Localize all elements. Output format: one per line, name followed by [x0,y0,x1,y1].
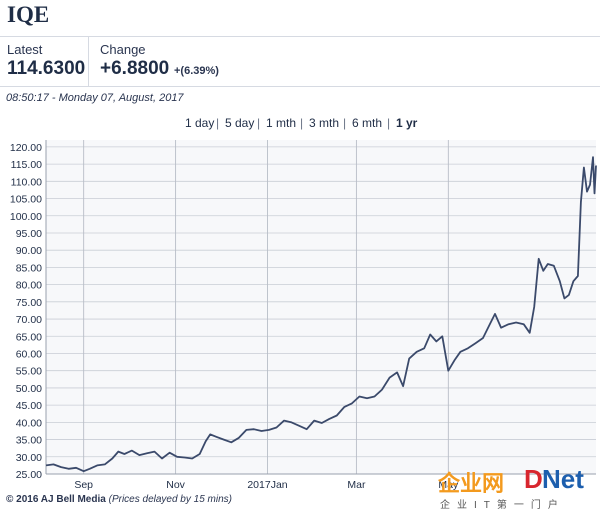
y-tick-label: 25.00 [16,469,42,481]
range-3-mth[interactable]: 3 mth [309,116,339,130]
price-chart: 120.00 115.00 110.00 105.00 100.00 95.00 90.00… [0,134,600,492]
y-tick-label: 110.00 [11,176,42,188]
site-watermark-logo: 企业网 D Net 企业IT第一门户 [438,466,600,510]
y-tick-label: 75.00 [16,297,42,309]
y-tick-label: 70.00 [16,314,42,326]
footer-note: © 2016 AJ Bell Media (Prices delayed by … [6,494,232,505]
timestamp: 08:50:17 - Monday 07, August, 2017 [6,92,184,104]
range-1-day[interactable]: 1 day [185,116,214,130]
y-tick-label: 105.00 [10,194,42,206]
y-tick-label: 60.00 [16,348,42,360]
latest-label: Latest [7,42,42,57]
range-separator: | [343,116,346,130]
range-separator: | [300,116,303,130]
copyright-text: © 2016 AJ Bell Media [6,494,106,505]
x-tick-label: Mar [347,479,366,491]
y-tick-label: 85.00 [16,262,42,274]
y-tick-label: 50.00 [16,383,42,395]
range-separator: | [216,116,219,130]
watermark-net-text: Net [542,464,584,495]
quote-divider-bottom [0,86,600,87]
range-1-yr[interactable]: 1 yr [396,116,417,130]
range-separator: | [387,116,390,130]
change-label: Change [100,42,146,57]
y-tick-label: 35.00 [16,435,42,447]
ticker-symbol: IQE [7,2,49,28]
y-tick-label: 30.00 [16,452,42,464]
x-tick-label: 2017Jan [247,479,287,491]
y-tick-label: 65.00 [16,331,42,343]
y-tick-label: 45.00 [16,400,42,412]
range-separator: | [257,116,260,130]
y-tick-label: 80.00 [16,280,42,292]
change-value: +6.8800 [100,58,169,80]
watermark-d-text: D [524,464,543,495]
y-tick-label: 100.00 [10,211,42,223]
plot-area [46,140,596,474]
y-tick-label: 95.00 [16,228,42,240]
y-tick-label: 115.00 [11,159,42,171]
watermark-subtitle: 企业IT第一门户 [440,496,565,511]
range-1-mth[interactable]: 1 mth [266,116,296,130]
change-percent: +(6.39%) [174,65,219,77]
y-tick-label: 120.00 [10,142,42,154]
range-5-day[interactable]: 5 day [225,116,254,130]
x-tick-label: Sep [74,479,93,491]
header-divider [0,36,600,37]
quote-divider [88,36,89,86]
y-tick-label: 40.00 [16,417,42,429]
x-tick-label: Nov [166,479,185,491]
watermark-cn-text: 企业网 [438,466,504,498]
y-tick-label: 55.00 [16,366,42,378]
latest-value: 114.6300 [7,58,85,80]
y-tick-label: 90.00 [16,245,42,257]
range-6-mth[interactable]: 6 mth [352,116,382,130]
range-selector: 1 day | 5 day | 1 mth | 3 mth | 6 mth | … [0,116,600,132]
delay-note: (Prices delayed by 15 mins) [109,494,232,505]
